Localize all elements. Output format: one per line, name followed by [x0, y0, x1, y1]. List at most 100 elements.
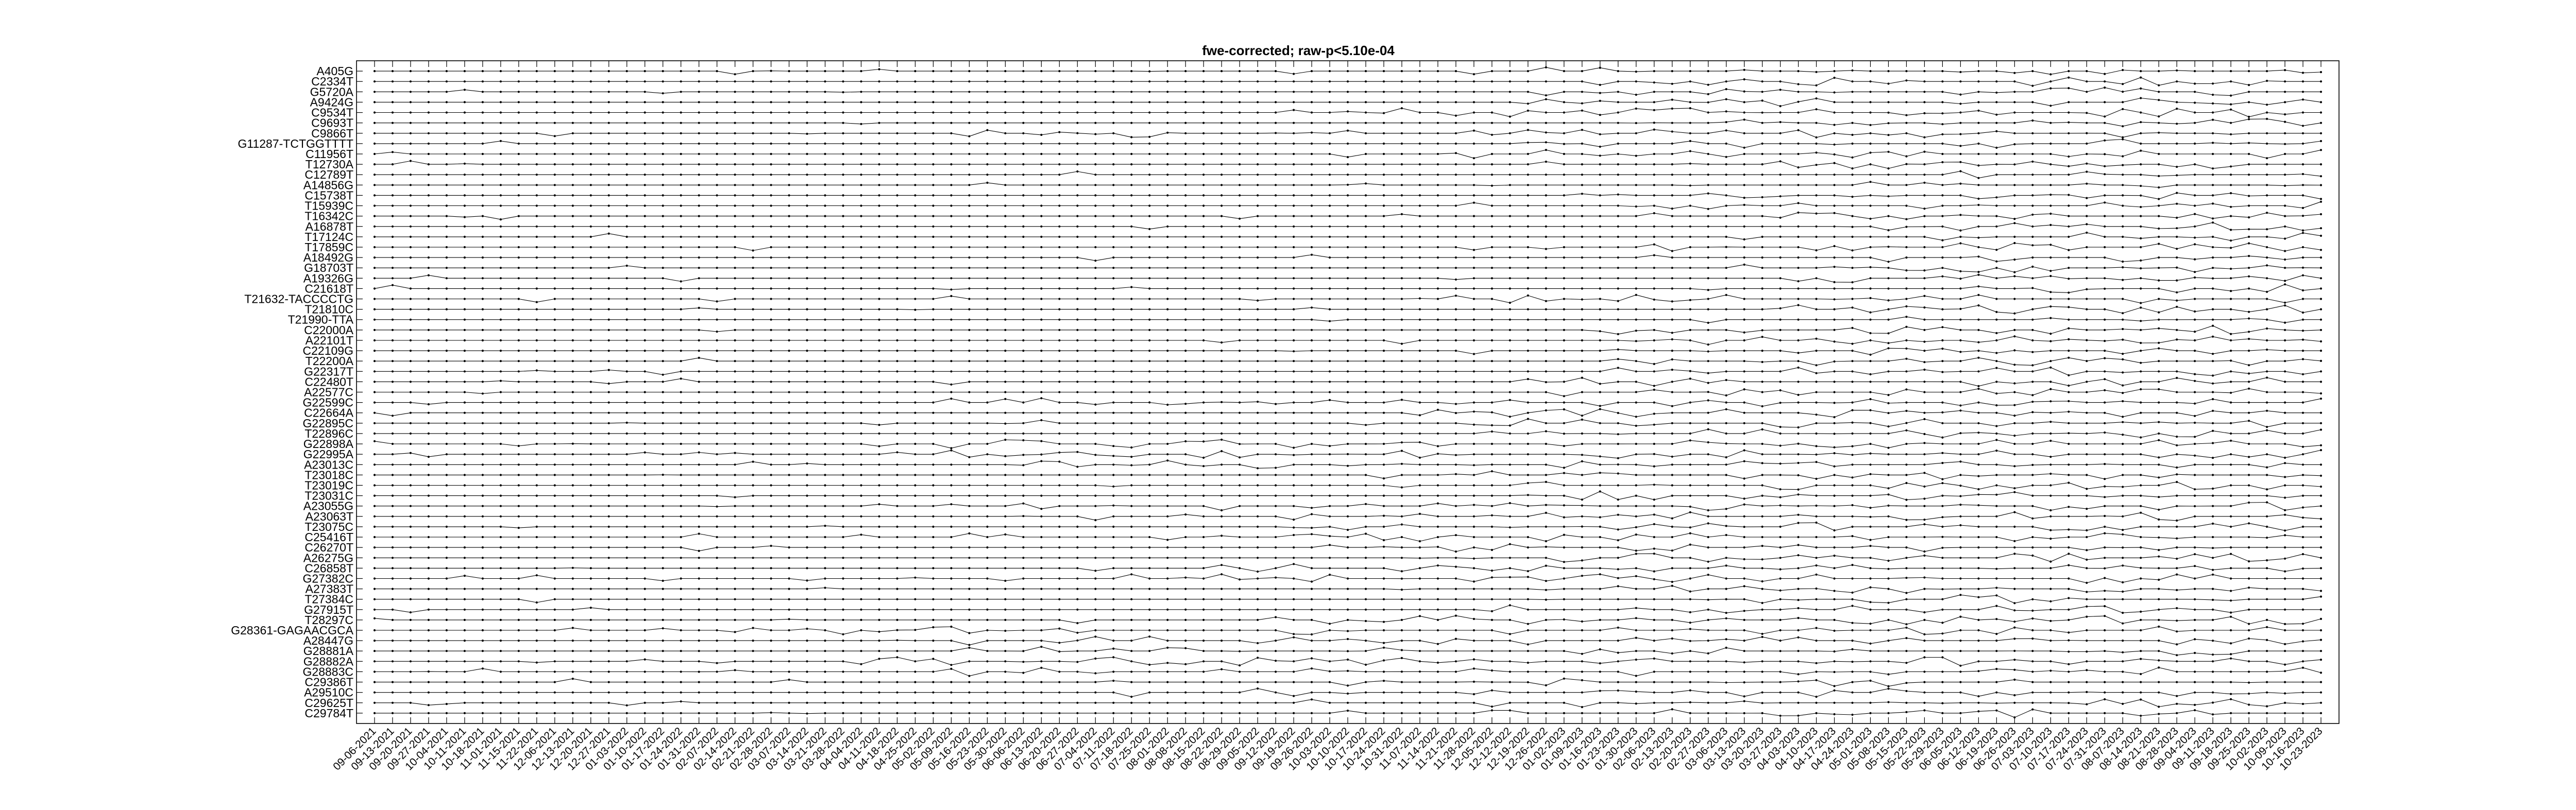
series-36-point-80 [1797, 432, 1800, 435]
series-42-point-49 [1239, 494, 1241, 497]
series-32-point-78 [1761, 391, 1764, 393]
series-27-point-72 [1653, 339, 1655, 342]
series-43-point-28 [860, 505, 862, 507]
series-34-point-34 [968, 411, 971, 414]
series-29-point-85 [1887, 360, 1890, 363]
series-26-point-86 [1905, 325, 1908, 328]
series-3-point-85 [1887, 91, 1890, 93]
series-26-point-42 [1112, 329, 1115, 331]
series-15-point-106 [2266, 212, 2268, 214]
series-39-point-10 [535, 463, 538, 466]
series-10-point-39 [1058, 163, 1061, 166]
series-24-point-12 [571, 308, 574, 311]
series-42-point-43 [1130, 494, 1133, 497]
series-37-point-76 [1725, 442, 1727, 445]
series-5-point-33 [950, 111, 953, 114]
series-30-point-74 [1689, 370, 1691, 372]
series-40-point-17 [662, 473, 664, 476]
series-10-point-87 [1923, 163, 1926, 166]
series-26-point-103 [2212, 324, 2214, 327]
series-21-point-20 [716, 277, 718, 280]
series-11-point-91 [1995, 174, 1998, 176]
series-41-point-56 [1364, 484, 1367, 487]
series-15-point-12 [571, 215, 574, 217]
series-41-point-104 [2230, 484, 2232, 487]
series-3-point-3 [409, 91, 412, 93]
series-45-point-33 [950, 525, 953, 528]
series-8-point-43 [1130, 142, 1133, 145]
series-23-point-71 [1635, 294, 1637, 296]
series-26-point-65 [1527, 329, 1529, 331]
series-29-point-18 [680, 360, 682, 363]
series-3-point-31 [914, 91, 917, 93]
series-22-point-82 [1833, 287, 1836, 290]
series-27-point-40 [1076, 339, 1079, 342]
series-28-point-101 [2176, 350, 2178, 352]
series-37-point-35 [986, 442, 989, 445]
series-2-point-1 [373, 80, 376, 83]
series-38-point-4 [427, 456, 430, 458]
series-40-point-76 [1725, 474, 1727, 476]
series-38-point-21 [734, 452, 736, 454]
series-21-point-19 [698, 277, 700, 280]
series-25-point-78 [1761, 318, 1764, 321]
series-15-point-21 [734, 215, 736, 217]
series-18-point-100 [2158, 243, 2160, 245]
series-26-point-59 [1418, 329, 1421, 331]
series-35-point-65 [1527, 418, 1529, 420]
series-8-point-64 [1509, 142, 1511, 145]
series-7-point-53 [1310, 131, 1313, 134]
series-1-point-13 [589, 70, 592, 73]
series-36-point-57 [1382, 432, 1385, 435]
series-12-point-7 [481, 184, 484, 186]
series-2-point-21 [734, 80, 736, 83]
series-39-point-6 [463, 463, 466, 466]
series-25-point-92 [2013, 318, 2016, 321]
series-35-point-2 [391, 422, 394, 424]
series-20-point-100 [2158, 267, 2160, 269]
series-20-point-24 [788, 267, 790, 269]
series-11-point-101 [2176, 174, 2178, 177]
series-9-point-48 [1221, 152, 1223, 156]
series-37-point-9 [517, 444, 520, 447]
series-28-point-71 [1635, 350, 1637, 352]
series-40-point-92 [2013, 474, 2016, 476]
series-19-point-46 [1184, 256, 1187, 259]
series-2-point-63 [1490, 80, 1493, 83]
series-34-point-39 [1058, 411, 1061, 414]
series-35-point-12 [571, 422, 574, 424]
series-35-point-8 [499, 422, 502, 424]
series-2-point-40 [1076, 80, 1079, 83]
series-44-point-10 [535, 515, 538, 518]
series-18-point-39 [1058, 246, 1061, 249]
series-37-point-75 [1707, 441, 1709, 444]
series-27-point-68 [1581, 339, 1583, 342]
series-44-point-35 [986, 515, 989, 518]
series-40-point-24 [788, 474, 790, 476]
series-12-point-13 [589, 184, 592, 186]
series-33 [373, 397, 2323, 408]
series-5-point-95 [2067, 111, 2070, 114]
series-25-point-3 [409, 318, 412, 321]
series-19-point-79 [1779, 256, 1782, 259]
series-18-point-4 [427, 246, 430, 249]
series-44-point-27 [842, 515, 844, 518]
series-11-point-107 [2284, 174, 2286, 176]
series-39-point-105 [2248, 463, 2250, 466]
series-36-point-76 [1725, 432, 1727, 435]
series-35-point-44 [1148, 422, 1151, 424]
series-11-point-39 [1058, 174, 1061, 176]
series-5-point-68 [1581, 109, 1583, 112]
series-4-point-106 [2266, 104, 2268, 106]
series-12-point-70 [1617, 184, 1619, 186]
series-41-point-28 [860, 484, 862, 487]
series-43-point-76 [1725, 508, 1727, 510]
series-26-point-57 [1382, 329, 1385, 331]
series-26-point-44 [1148, 329, 1151, 331]
series-2-point-61 [1454, 80, 1457, 83]
series-35-point-74 [1689, 422, 1691, 424]
series-12-point-11 [553, 184, 556, 186]
series-17-point-100 [2158, 235, 2160, 238]
series-40-point-51 [1275, 474, 1277, 476]
